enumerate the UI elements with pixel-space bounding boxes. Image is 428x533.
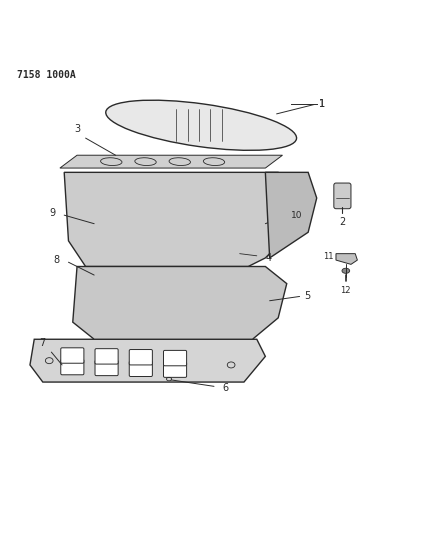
Ellipse shape xyxy=(166,216,185,240)
Ellipse shape xyxy=(143,299,160,320)
FancyBboxPatch shape xyxy=(163,350,187,366)
Ellipse shape xyxy=(278,187,304,217)
Polygon shape xyxy=(336,254,357,264)
Ellipse shape xyxy=(132,216,151,240)
Text: 8: 8 xyxy=(54,255,60,265)
Ellipse shape xyxy=(101,175,122,187)
FancyBboxPatch shape xyxy=(129,361,152,376)
FancyBboxPatch shape xyxy=(61,348,84,363)
Text: 6: 6 xyxy=(223,383,229,393)
FancyBboxPatch shape xyxy=(95,360,118,376)
FancyBboxPatch shape xyxy=(172,269,196,286)
FancyBboxPatch shape xyxy=(61,359,84,375)
Ellipse shape xyxy=(199,179,220,191)
Ellipse shape xyxy=(178,299,195,320)
Text: 2: 2 xyxy=(339,217,345,227)
Ellipse shape xyxy=(109,299,126,320)
Text: 9: 9 xyxy=(50,208,56,218)
Polygon shape xyxy=(30,340,265,382)
Ellipse shape xyxy=(131,176,152,188)
Ellipse shape xyxy=(212,299,229,320)
FancyBboxPatch shape xyxy=(129,350,152,365)
FancyBboxPatch shape xyxy=(103,267,128,285)
Text: 3: 3 xyxy=(74,124,80,134)
Ellipse shape xyxy=(102,216,121,240)
Text: 11: 11 xyxy=(323,252,334,261)
Ellipse shape xyxy=(200,216,219,240)
FancyBboxPatch shape xyxy=(163,362,187,377)
FancyBboxPatch shape xyxy=(334,183,351,209)
Polygon shape xyxy=(73,266,287,340)
Text: 7: 7 xyxy=(40,338,46,348)
Ellipse shape xyxy=(106,100,297,150)
Ellipse shape xyxy=(165,177,186,189)
Polygon shape xyxy=(265,172,317,258)
FancyBboxPatch shape xyxy=(137,268,162,285)
Text: 10: 10 xyxy=(291,211,303,220)
Polygon shape xyxy=(64,172,300,266)
Ellipse shape xyxy=(342,268,350,273)
Text: 7158 1000A: 7158 1000A xyxy=(17,70,76,79)
FancyBboxPatch shape xyxy=(206,270,231,287)
Polygon shape xyxy=(60,155,282,168)
Text: 5: 5 xyxy=(304,292,310,302)
Text: 1: 1 xyxy=(319,99,325,109)
Text: 1: 1 xyxy=(319,99,325,109)
Text: 12: 12 xyxy=(341,286,351,295)
FancyBboxPatch shape xyxy=(95,349,118,364)
Text: 4: 4 xyxy=(265,253,271,263)
